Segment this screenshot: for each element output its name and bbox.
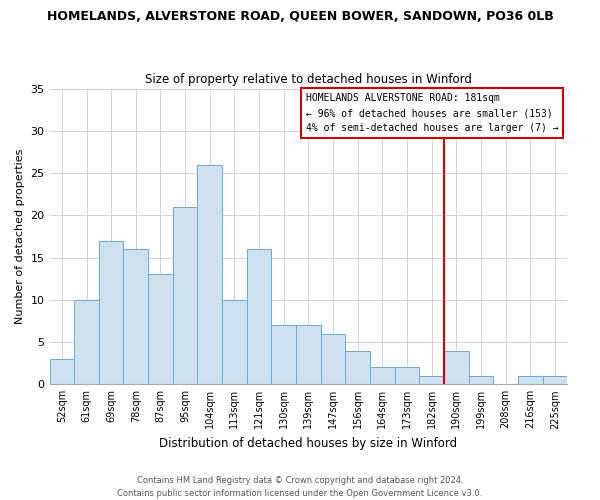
Bar — [222, 300, 247, 384]
Bar — [320, 334, 346, 384]
Bar — [50, 359, 74, 384]
Bar — [148, 274, 173, 384]
Y-axis label: Number of detached properties: Number of detached properties — [15, 148, 25, 324]
Bar — [296, 325, 320, 384]
Bar — [370, 368, 395, 384]
Bar — [542, 376, 567, 384]
Text: HOMELANDS, ALVERSTONE ROAD, QUEEN BOWER, SANDOWN, PO36 0LB: HOMELANDS, ALVERSTONE ROAD, QUEEN BOWER,… — [47, 10, 553, 23]
Bar — [247, 249, 271, 384]
Bar — [271, 325, 296, 384]
Bar — [518, 376, 542, 384]
Bar — [74, 300, 99, 384]
Bar — [346, 350, 370, 384]
Title: Size of property relative to detached houses in Winford: Size of property relative to detached ho… — [145, 73, 472, 86]
Bar — [197, 164, 222, 384]
Text: HOMELANDS ALVERSTONE ROAD: 181sqm
← 96% of detached houses are smaller (153)
4% : HOMELANDS ALVERSTONE ROAD: 181sqm ← 96% … — [306, 93, 559, 134]
X-axis label: Distribution of detached houses by size in Winford: Distribution of detached houses by size … — [160, 437, 457, 450]
Bar — [395, 368, 419, 384]
Bar — [444, 350, 469, 384]
Text: Contains HM Land Registry data © Crown copyright and database right 2024.
Contai: Contains HM Land Registry data © Crown c… — [118, 476, 482, 498]
Bar — [469, 376, 493, 384]
Bar — [419, 376, 444, 384]
Bar — [124, 249, 148, 384]
Bar — [99, 240, 124, 384]
Bar — [173, 207, 197, 384]
